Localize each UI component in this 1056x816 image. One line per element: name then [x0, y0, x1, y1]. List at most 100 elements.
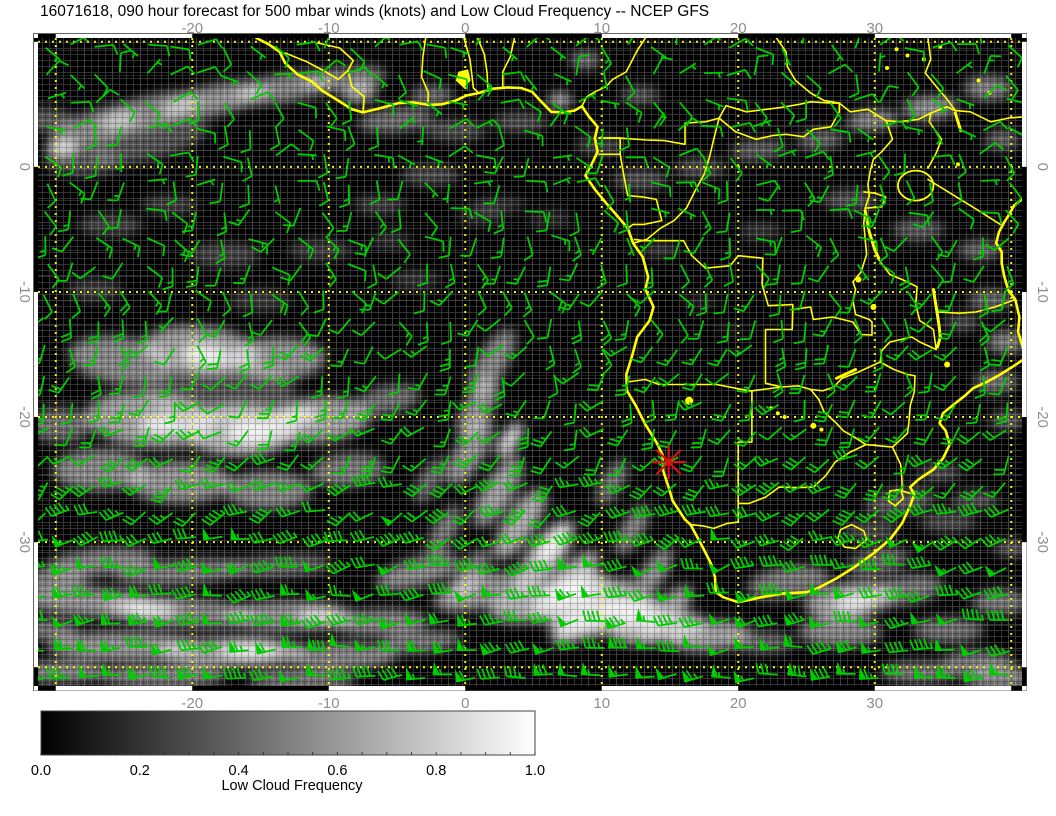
wind-barb	[956, 536, 982, 550]
wind-barb	[399, 99, 418, 110]
wind-barb	[301, 533, 327, 548]
wind-barb	[424, 212, 439, 237]
wind-barb	[731, 482, 757, 496]
wind-barb	[706, 582, 730, 594]
wind-barb	[587, 372, 606, 392]
wind-barb	[501, 372, 526, 387]
wind-barb	[375, 584, 400, 597]
wind-barb	[490, 237, 505, 259]
wind-barb	[399, 40, 424, 52]
wind-barb	[65, 348, 76, 374]
wind-barb	[781, 511, 806, 527]
wind-barb	[437, 400, 452, 422]
wind-barb	[354, 237, 375, 256]
wind-barb	[678, 615, 703, 628]
wind-barb	[307, 318, 327, 337]
wind-barb-flag	[533, 662, 541, 676]
wind-barb	[283, 207, 302, 227]
wind-barb	[354, 403, 376, 421]
wind-barb	[964, 669, 984, 683]
lake-dot	[956, 162, 961, 167]
wind-barb	[240, 130, 252, 154]
wind-barb	[375, 532, 401, 547]
wind-barb-flag	[734, 636, 742, 650]
wind-barb-flag	[428, 611, 437, 625]
wind-barb	[95, 88, 120, 104]
wind-barb	[310, 376, 324, 399]
wind-barb	[805, 508, 830, 523]
wind-barb	[828, 293, 842, 318]
wind-barb	[526, 38, 551, 48]
wind-barb	[625, 101, 643, 123]
wind-barb-flag	[254, 641, 264, 655]
wind-barb-flag	[711, 664, 719, 678]
wind-barb	[712, 457, 730, 477]
wind-barb	[425, 155, 444, 167]
wind-barb	[790, 264, 807, 285]
wind-barb	[38, 375, 46, 396]
wind-barb	[838, 428, 855, 449]
country-border	[924, 38, 957, 112]
wind-barb	[477, 85, 493, 101]
wind-barb-flag	[655, 559, 666, 573]
wind-barb	[475, 118, 501, 130]
wind-barb	[857, 127, 874, 143]
wind-barb	[786, 612, 805, 627]
wind-barb	[525, 533, 551, 548]
wind-barb	[578, 92, 597, 103]
wind-barb	[628, 484, 653, 501]
wind-barb-flag	[808, 614, 818, 628]
wind-barb-flag	[230, 526, 238, 540]
axis-label-top: 0	[461, 20, 469, 37]
wind-barb	[226, 588, 252, 604]
wind-barb	[956, 586, 982, 600]
wind-barb	[795, 99, 808, 123]
wind-barb	[98, 530, 123, 543]
wind-barb	[906, 556, 932, 569]
frame-band	[1022, 34, 1027, 691]
wind-barb	[583, 456, 602, 476]
wind-barb	[1005, 75, 1019, 100]
wind-barb	[905, 180, 916, 206]
wind-barb	[276, 454, 299, 472]
wind-barb	[499, 533, 525, 545]
wind-barb-flag	[72, 613, 83, 627]
wind-barb-layer	[38, 38, 1022, 684]
wind-barb	[45, 47, 61, 63]
wind-barb	[937, 292, 957, 312]
wind-barb	[501, 290, 513, 317]
wind-barb	[473, 180, 494, 187]
lake-stroke	[931, 288, 942, 349]
wind-barb-flag	[229, 639, 237, 653]
wind-barb	[158, 376, 173, 399]
wind-barb	[118, 49, 132, 73]
axis-label-bottom: 10	[593, 695, 610, 712]
wind-barb	[727, 344, 753, 357]
wind-barb	[326, 483, 352, 497]
wind-barb	[681, 503, 706, 516]
wind-barb	[571, 348, 582, 374]
wind-barb	[957, 561, 983, 575]
wind-barb	[374, 153, 396, 169]
wind-barb	[202, 456, 226, 474]
wind-barb-flag	[556, 614, 568, 628]
wind-barb-flag	[911, 541, 924, 553]
wind-barb	[884, 427, 908, 444]
wind-barb-flag	[554, 588, 565, 601]
wind-barb	[730, 537, 756, 549]
wind-barb	[857, 236, 879, 252]
wind-barb-flag	[733, 670, 743, 684]
axis-label-left: -10	[16, 281, 33, 303]
wind-barb	[154, 347, 176, 366]
wind-barb	[680, 558, 703, 570]
axis-label-left: 0	[16, 163, 33, 171]
wind-barb	[326, 613, 352, 626]
wind-barb	[731, 121, 756, 133]
wind-barb	[883, 616, 909, 630]
wind-barb	[602, 558, 627, 573]
wind-barb	[197, 639, 223, 654]
wind-barb	[677, 318, 689, 344]
wind-barb	[716, 321, 730, 344]
wind-barb	[758, 583, 783, 595]
wind-barb	[476, 73, 493, 97]
